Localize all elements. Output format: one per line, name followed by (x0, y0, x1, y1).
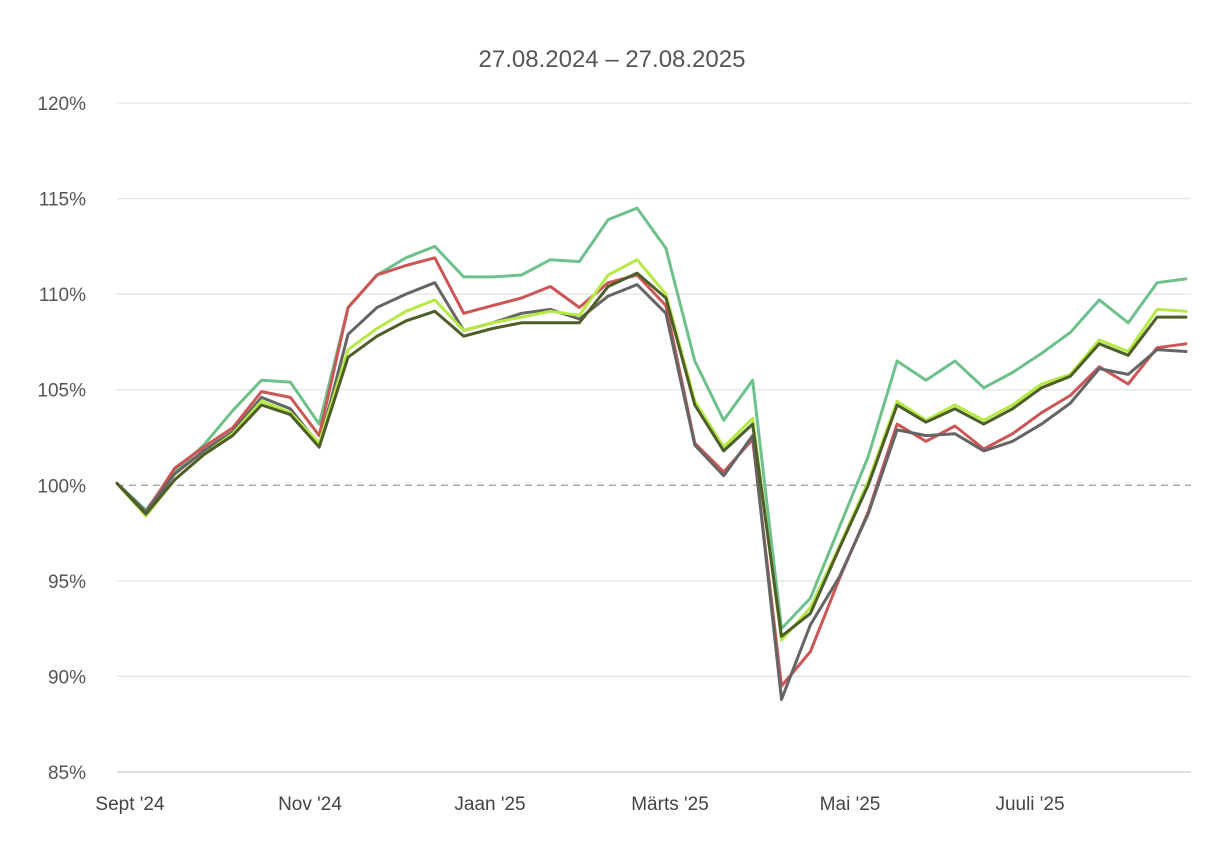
y-tick-label: 100% (37, 476, 86, 497)
x-tick-label: Juuli '25 (995, 794, 1064, 815)
x-tick-label: Jaan '25 (454, 794, 525, 815)
x-tick-label: Mai '25 (820, 794, 881, 815)
series-lines (115, 206, 1188, 701)
y-tick-label: 95% (48, 572, 86, 593)
x-axis-tick-labels: Sept '24 Nov '24 Jaan '25 Märts '25 Mai '25 J… (95, 794, 1064, 815)
y-tick-label: 105% (37, 381, 86, 402)
y-tick-label: 110% (39, 285, 86, 306)
x-tick-label: Märts '25 (631, 794, 709, 815)
series-line-1 (115, 206, 1188, 631)
x-tick-label: Sept '24 (95, 794, 165, 815)
x-tick-label: Nov '24 (278, 794, 342, 815)
y-tick-label: 90% (48, 667, 86, 688)
y-axis-tick-labels: 85% 90% 95% 100% 105% 110% 115% 120% (37, 94, 86, 784)
grid-lines (117, 102, 1191, 773)
series-line-4 (115, 258, 1188, 642)
chart-title: 27.08.2024 – 27.08.2025 (479, 46, 746, 73)
series-line-3 (115, 281, 1188, 701)
y-tick-label: 115% (39, 190, 86, 211)
series-line-5 (115, 271, 1188, 638)
y-tick-label: 120% (37, 94, 86, 115)
series-line-2 (115, 256, 1188, 688)
y-tick-label: 85% (48, 763, 86, 784)
